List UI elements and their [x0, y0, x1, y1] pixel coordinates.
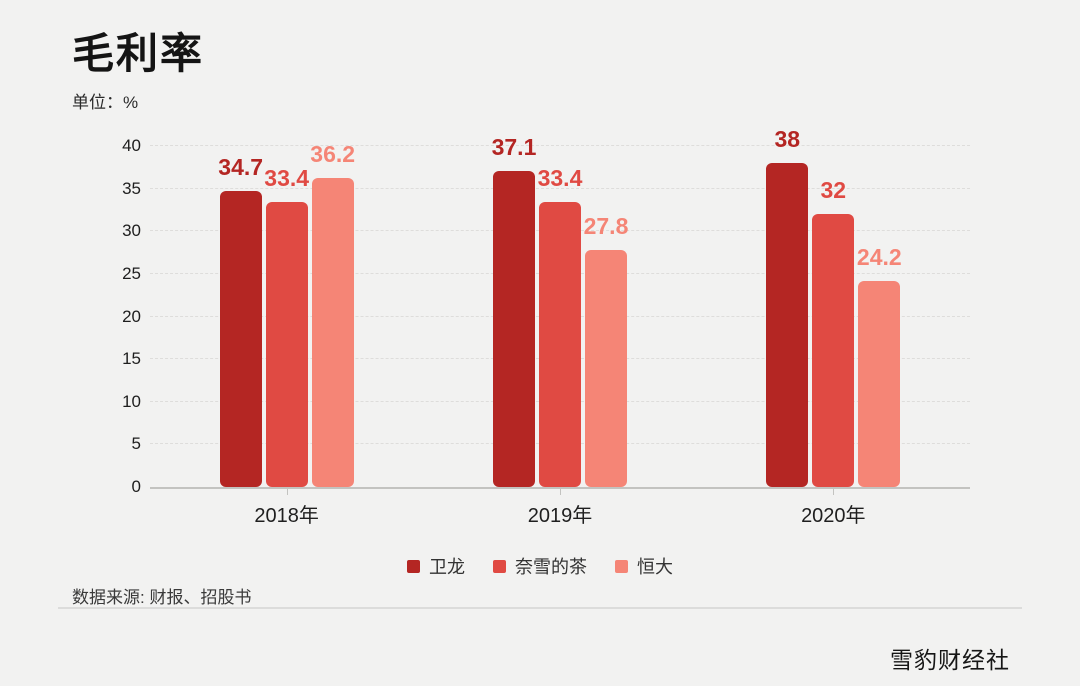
plot-area: 0 5 10 15 20 25 30 35 40 34.7 33.4 36.2 2018年 37.1 33.… [122, 105, 970, 527]
bar-wrap: 24.2 [857, 244, 902, 487]
bar-value-label: 32 [820, 177, 847, 204]
bar-cluster: 37.1 33.4 27.8 [492, 134, 628, 487]
bar-恒大 [311, 178, 354, 487]
bar-wrap: 32 [812, 177, 855, 487]
bar-value-label: 27.8 [583, 213, 629, 240]
gridline [150, 145, 970, 146]
bar-wrap: 33.4 [264, 165, 309, 487]
bar-group: 34.7 33.4 36.2 2018年 [150, 105, 423, 527]
x-axis-label: 2020年 [801, 505, 866, 527]
legend-swatch-icon [615, 559, 628, 573]
bar-group: 38 32 24.2 2020年 [697, 105, 970, 527]
x-axis-label: 2018年 [254, 505, 319, 527]
x-axis-label: 2019年 [527, 505, 593, 527]
chart-title: 毛利率 [72, 30, 205, 77]
y-tick-label: 15 [122, 349, 141, 369]
legend-item: 奈雪的茶 [493, 553, 587, 579]
legend-label: 卫龙 [429, 557, 465, 577]
bar-奈雪的茶 [538, 202, 581, 487]
unit-label: 单位：% [72, 93, 139, 112]
bar-value-label: 33.4 [537, 165, 583, 192]
footer-divider [58, 607, 1022, 609]
bar-value-label: 24.2 [856, 243, 902, 270]
legend-item: 卫龙 [407, 553, 465, 579]
bar-卫龙 [766, 163, 809, 487]
bar-恒大 [858, 280, 901, 487]
bar-wrap: 33.4 [538, 165, 582, 487]
bar-wrap: 37.1 [492, 134, 536, 487]
bar-value-label: 37.1 [491, 133, 537, 160]
bar-value-label: 34.7 [218, 154, 264, 181]
y-tick-label: 35 [122, 178, 141, 198]
y-tick-label: 40 [122, 136, 141, 155]
source-note: 数据来源: 财报、招股书 [72, 588, 252, 607]
legend-label: 恒大 [637, 557, 673, 577]
bar-cluster: 38 32 24.2 [766, 126, 902, 487]
bar-卫龙 [219, 191, 262, 487]
x-axis-tick [833, 489, 835, 495]
y-tick-label: 25 [122, 263, 141, 283]
legend-swatch-icon [493, 559, 506, 573]
y-tick-label: 20 [122, 306, 141, 326]
bar-value-label: 38 [774, 126, 801, 153]
bar-groups: 34.7 33.4 36.2 2018年 37.1 33.4 27.8 2019年 38 32 24… [150, 105, 970, 527]
y-tick-label: 5 [131, 434, 141, 454]
bar-奈雪的茶 [812, 214, 855, 487]
legend-swatch-icon [407, 559, 420, 573]
bar-卫龙 [492, 170, 535, 487]
bar-value-label: 36.2 [310, 141, 356, 168]
legend-item: 恒大 [615, 553, 673, 579]
bar-wrap: 38 [766, 126, 809, 487]
x-axis-tick [286, 489, 288, 495]
bar-wrap: 34.7 [218, 154, 263, 487]
x-axis-tick [559, 489, 561, 495]
gridline [150, 187, 970, 189]
bar-奈雪的茶 [265, 202, 308, 487]
y-tick-label: 0 [131, 477, 141, 496]
bar-恒大 [584, 250, 627, 487]
legend: 卫龙 奈雪的茶 恒大 [0, 553, 1080, 579]
bar-wrap: 36.2 [310, 141, 355, 487]
legend-label: 奈雪的茶 [515, 557, 587, 577]
y-tick-label: 10 [122, 391, 141, 411]
brand-name: 雪豹财经社 [890, 647, 1010, 673]
bar-value-label: 33.4 [264, 165, 310, 192]
bar-wrap: 27.8 [584, 213, 628, 487]
y-tick-label: 30 [122, 221, 141, 241]
bar-cluster: 34.7 33.4 36.2 [218, 141, 355, 487]
bar-group: 37.1 33.4 27.8 2019年 [423, 105, 696, 527]
